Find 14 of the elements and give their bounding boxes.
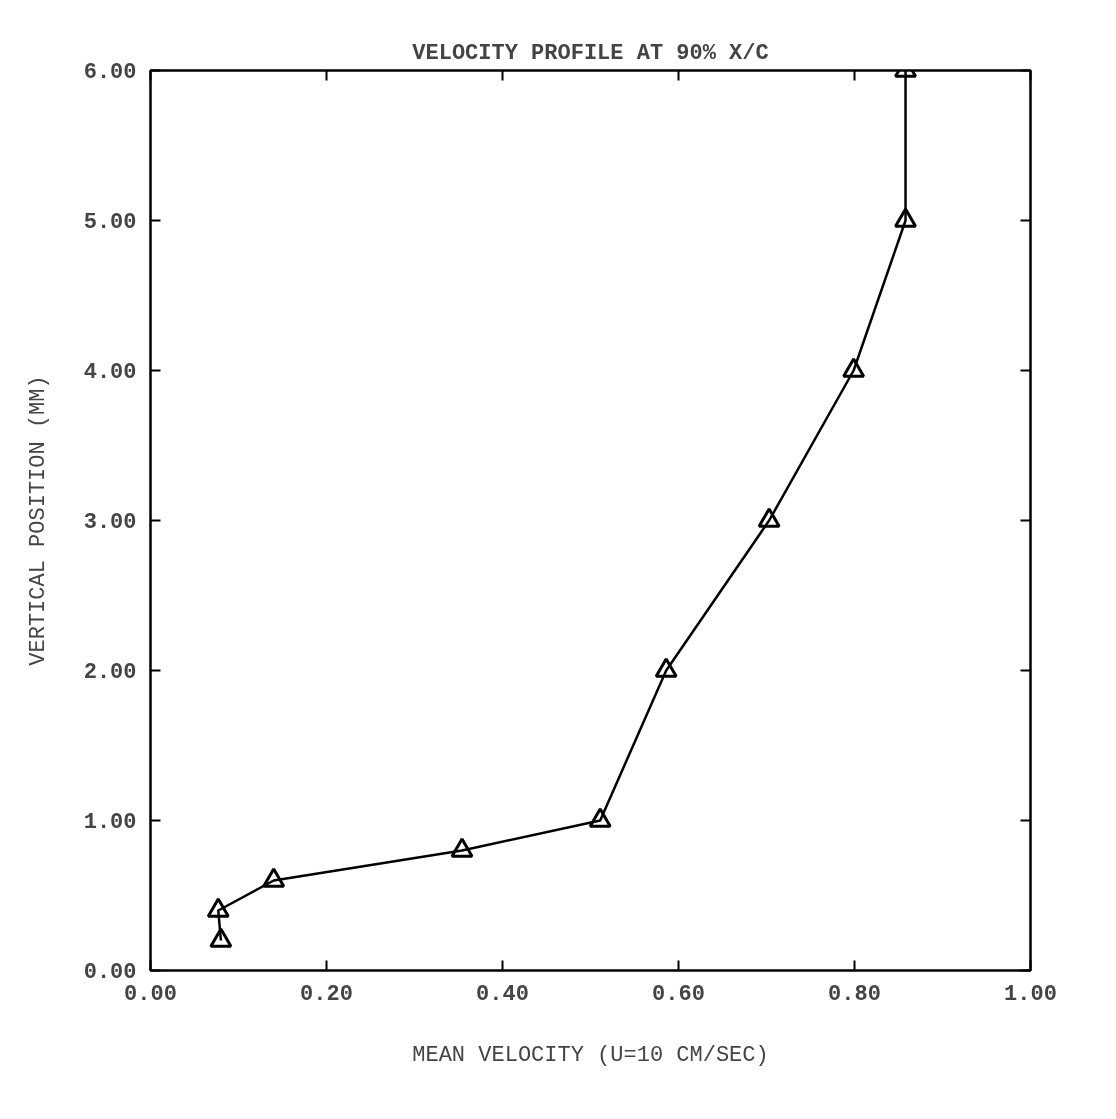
y-tick-label: 5.00 — [83, 210, 137, 235]
x-tick-label: 0.40 — [476, 981, 529, 1007]
y-axis-title: VERTICAL POSITION (MM) — [25, 375, 51, 666]
x-tick-label: 0.80 — [828, 981, 881, 1007]
chart-title: VELOCITY PROFILE AT 90% X/C — [412, 40, 769, 66]
x-tick-label: 0.60 — [652, 981, 705, 1007]
y-tick-label: 4.00 — [83, 360, 137, 385]
y-tick-label: 3.00 — [83, 510, 137, 535]
x-axis-title: MEAN VELOCITY (U=10 CM/SEC) — [412, 1042, 769, 1068]
y-tick-label: 1.00 — [83, 810, 137, 835]
x-tick-label: 0.20 — [300, 981, 353, 1007]
y-tick-label: 6.00 — [83, 60, 137, 85]
y-tick-label: 2.00 — [83, 660, 137, 685]
x-tick-label: 1.00 — [1004, 981, 1057, 1007]
